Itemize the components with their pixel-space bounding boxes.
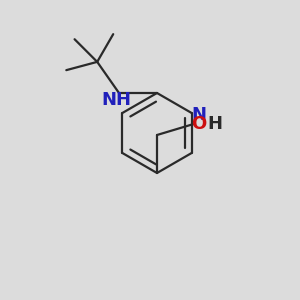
Text: H: H: [207, 115, 222, 133]
Text: O: O: [191, 115, 206, 133]
Text: NH: NH: [101, 91, 131, 109]
Text: N: N: [191, 106, 206, 124]
